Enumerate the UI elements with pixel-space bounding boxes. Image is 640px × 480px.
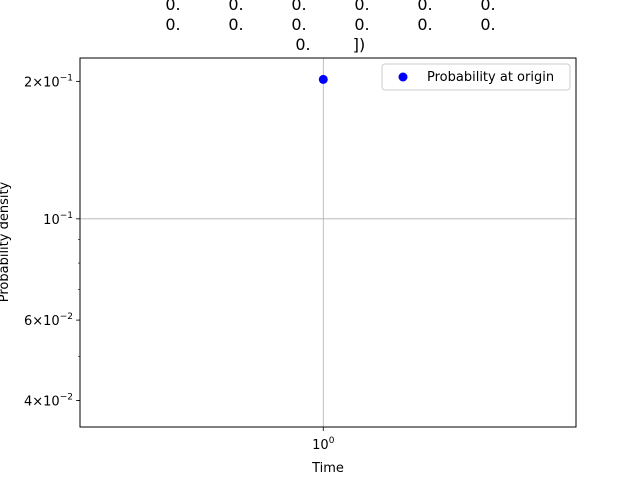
- chart-title: 0. 0. 0. 0. 0. 0. 0. 0. 0. 0. 0. 0. 0. ]…: [165, 0, 495, 54]
- title-line2-cell: 0.: [165, 15, 180, 34]
- plot-area: [80, 58, 576, 427]
- plot-frame: [79, 57, 577, 428]
- title-line2-cell: 0.: [291, 15, 306, 34]
- title-line3-cell: 0.: [295, 35, 310, 54]
- title-line2-cell: 0.: [354, 15, 369, 34]
- data-point: [318, 74, 328, 84]
- title-line1-cell: 0.: [165, 0, 180, 14]
- title-line2-cell: 0.: [228, 15, 243, 34]
- y-axis-label: Probability density: [0, 181, 12, 302]
- title-line2-cell: 0.: [417, 15, 432, 34]
- data-points: [318, 74, 328, 84]
- legend: Probability at origin: [381, 63, 571, 91]
- title-line2-cell: 0.: [480, 15, 495, 34]
- legend-label: Probability at origin: [427, 70, 554, 85]
- title-line1-cell: 0.: [480, 0, 495, 14]
- y-axis-ticks: 2×10−110−16×10−24×10−2: [24, 73, 80, 410]
- legend-box: [381, 63, 571, 91]
- title-line1-cell: 0.: [291, 0, 306, 14]
- title-line1-cell: 0.: [228, 0, 243, 14]
- title-line1-cell: 0.: [417, 0, 432, 14]
- title-line1-cell: 0.: [354, 0, 369, 14]
- title-line3-cell: ]): [353, 35, 365, 54]
- grid-lines: [80, 58, 576, 427]
- x-axis-label: Time: [311, 461, 344, 476]
- legend-marker: [398, 72, 408, 82]
